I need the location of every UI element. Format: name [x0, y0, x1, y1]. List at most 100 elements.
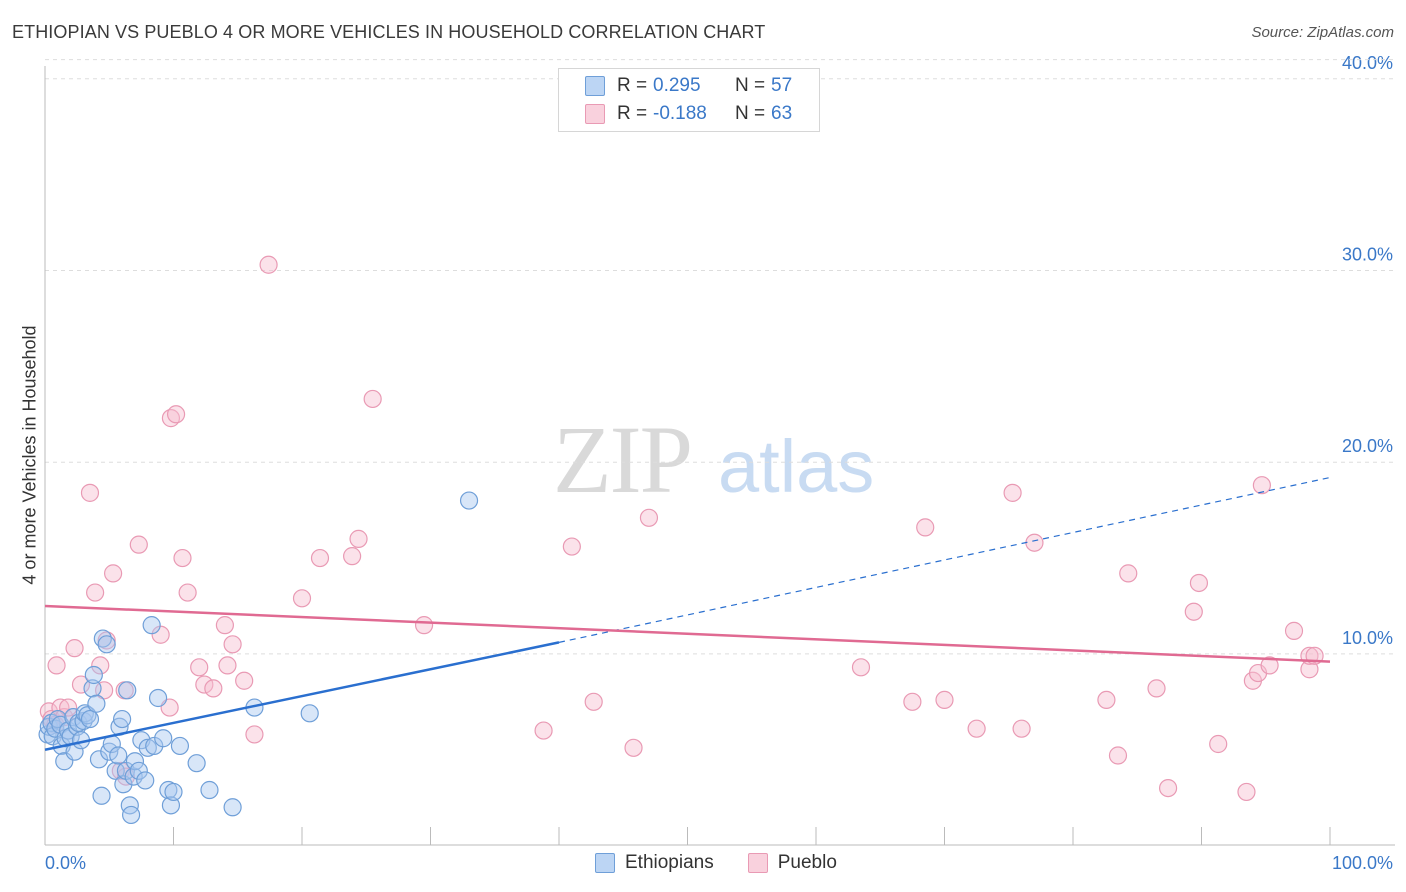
- ethiopians-point: [89, 750, 109, 769]
- ethiopians-point: [106, 761, 125, 780]
- ethiopians-point: [112, 709, 132, 729]
- pueblo-point: [215, 616, 234, 635]
- pueblo-point: [235, 671, 254, 690]
- pueblo-point: [1003, 483, 1022, 502]
- ethiopians-point: [84, 665, 103, 685]
- legend-n-label: N =: [735, 75, 766, 96]
- pueblo-point: [178, 583, 197, 602]
- pueblo-point: [204, 679, 223, 698]
- pueblo-point: [166, 405, 186, 424]
- pueblo-point: [1158, 778, 1178, 798]
- y-tick-label: 10.0%: [1342, 628, 1393, 648]
- y-tick-label: 40.0%: [1342, 53, 1393, 73]
- pueblo-point: [1119, 564, 1138, 583]
- bottom-legend-swatch-ethiopians: [595, 853, 615, 873]
- pueblo-point: [1252, 476, 1271, 495]
- legend-n-value: 57: [771, 75, 793, 96]
- ethiopians-point: [148, 688, 168, 708]
- pueblo-point: [562, 537, 581, 556]
- ethiopians-point: [80, 709, 100, 729]
- pueblo-point: [349, 529, 368, 548]
- bottom-legend-swatch-pueblo: [747, 853, 768, 873]
- ethiopians-point: [87, 694, 106, 713]
- pueblo-point: [104, 564, 123, 583]
- ethiopians-point: [129, 761, 148, 780]
- pueblo-point: [916, 518, 935, 537]
- pueblo-point: [71, 675, 91, 694]
- ethiopians-point: [459, 491, 479, 510]
- legend-r-label: R =: [617, 75, 648, 96]
- bottom-legend-label-pueblo: Pueblo: [777, 852, 837, 873]
- pueblo-point: [414, 616, 434, 635]
- pueblo-point: [47, 656, 66, 675]
- x-tick-label: 100.0%: [1332, 853, 1393, 873]
- pueblo-point: [190, 658, 209, 677]
- x-tick-label: 0.0%: [45, 853, 86, 873]
- ethiopians-point: [142, 616, 161, 635]
- legend-box: R = 0.295 N = 57 R = -0.188 N = 63: [558, 68, 820, 132]
- pueblo-point: [65, 639, 84, 658]
- legend-r-value: 0.295: [653, 75, 701, 96]
- pueblo-point: [1147, 679, 1166, 698]
- pueblo-point: [310, 548, 330, 568]
- pueblo-point: [129, 535, 148, 554]
- ethiopians-point: [114, 775, 133, 794]
- ethiopians-point: [92, 786, 111, 805]
- pueblo-point: [195, 675, 214, 694]
- ethiopians-point: [170, 736, 190, 756]
- pueblo-point: [59, 698, 78, 717]
- ethiopians-trend-line: [44, 641, 560, 751]
- chart-title: ETHIOPIAN VS PUEBLO 4 OR MORE VEHICLES I…: [12, 22, 766, 42]
- bottom-legend-ethiopians: Ethiopians: [595, 852, 714, 874]
- pueblo-point: [80, 483, 100, 502]
- pueblo-point: [1237, 782, 1256, 802]
- legend-swatch-ethiopians: [585, 76, 605, 96]
- pueblo-point: [91, 656, 110, 675]
- legend-r-value: -0.188: [653, 103, 707, 124]
- y-axis-label: 4 or more Vehicles in Household: [19, 325, 40, 585]
- watermark-atlas: atlas: [718, 425, 874, 508]
- pueblo-point: [245, 725, 264, 744]
- ethiopians-point: [97, 635, 116, 654]
- ethiopians-point: [187, 754, 206, 773]
- pueblo-point: [624, 738, 643, 757]
- pueblo-point: [534, 721, 553, 740]
- bottom-legend-label-ethiopians: Ethiopians: [625, 852, 714, 873]
- pueblo-point: [1097, 690, 1116, 710]
- pueblo-point: [173, 548, 192, 568]
- pueblo-point: [1189, 573, 1209, 593]
- source-label: Source: ZipAtlas.com: [1251, 24, 1394, 41]
- ethiopians-point: [300, 704, 319, 723]
- legend-n-value: 63: [771, 103, 793, 124]
- ethiopians-point: [125, 752, 145, 771]
- ethiopians-point: [223, 798, 242, 817]
- pueblo-point: [935, 690, 954, 710]
- ethiopians-point: [164, 782, 183, 802]
- pueblo-point: [851, 658, 871, 677]
- legend-row-ethiopians: R = 0.295 N = 57: [585, 73, 792, 99]
- pueblo-point: [1209, 734, 1228, 754]
- legend-r-label: R =: [617, 103, 648, 124]
- legend-n-label: N =: [735, 103, 766, 124]
- ethiopians-point: [138, 738, 157, 757]
- ethiopians-point: [109, 746, 128, 765]
- pueblo-point: [223, 635, 242, 654]
- pueblo-point: [363, 389, 382, 409]
- legend-swatch-pueblo: [585, 104, 605, 124]
- ethiopians-point: [118, 681, 137, 700]
- y-tick-label: 20.0%: [1342, 436, 1393, 456]
- ethiopians-point: [154, 729, 173, 748]
- ethiopians-point: [83, 679, 102, 698]
- legend-row-pueblo: R = -0.188 N = 63: [585, 101, 792, 127]
- y-tick-label: 30.0%: [1342, 245, 1393, 265]
- pueblo-point: [584, 692, 603, 711]
- pueblo-point: [1284, 621, 1304, 640]
- ethiopians-point: [161, 796, 181, 815]
- pueblo-point: [1108, 746, 1128, 765]
- pueblo-point: [1025, 533, 1044, 552]
- ethiopians-point: [120, 796, 139, 815]
- pueblo-point: [1184, 602, 1203, 621]
- pueblo-trend-line: [44, 604, 1331, 663]
- pueblo-point: [1012, 719, 1031, 738]
